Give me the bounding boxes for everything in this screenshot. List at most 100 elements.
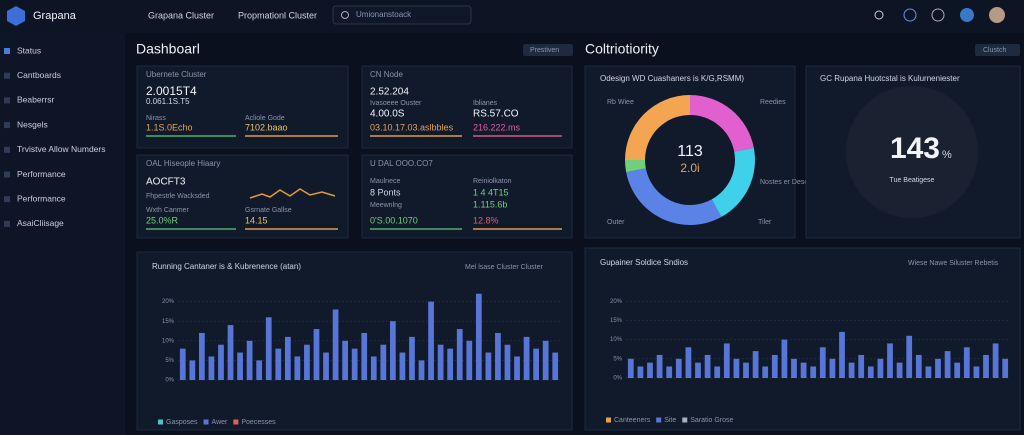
bar — [409, 336, 415, 380]
icon[interactable] — [960, 8, 974, 22]
stat-panel — [361, 65, 573, 149]
legend-swatch — [203, 419, 209, 425]
legend-swatch — [606, 417, 611, 423]
nav-icon — [4, 146, 10, 153]
legend-title: Wiese Nawe Siluster Rebetis — [908, 260, 999, 267]
bar — [752, 351, 759, 378]
bar — [983, 354, 989, 378]
bar — [466, 340, 473, 380]
panel-title: GC Rupana Huotcstal is Kulurneniester — [820, 74, 960, 83]
bar — [189, 360, 196, 380]
avatar[interactable] — [989, 7, 1005, 23]
bar — [829, 358, 836, 378]
button[interactable] — [523, 44, 573, 56]
nav-item[interactable]: Performance — [17, 193, 66, 203]
panel-title: Running Cantaner is & Kubrenence (atan) — [152, 262, 301, 271]
y-tick-label: 10% — [610, 337, 623, 343]
value: RS.57.CO — [473, 109, 519, 120]
y-tick-label: 5% — [613, 356, 622, 362]
nav-icon — [4, 196, 10, 203]
panel-title: Ubernete Cluster — [146, 70, 207, 79]
donut-segment — [690, 95, 754, 152]
gauge-unit: % — [942, 149, 952, 161]
bar — [627, 358, 634, 378]
nav-item[interactable]: Nesgels — [17, 119, 48, 129]
tab[interactable]: Grapana Cluster — [148, 10, 214, 20]
nav-item[interactable]: AsaiCliisage — [17, 218, 64, 228]
bar — [370, 356, 377, 380]
nav-item[interactable]: Trvistve Allow Numders — [17, 144, 105, 154]
bar — [351, 348, 358, 380]
button[interactable] — [975, 44, 1020, 56]
button-label: Clustch — [983, 47, 1006, 54]
label: Iblianes — [473, 100, 498, 107]
stat-panel — [361, 154, 573, 239]
tab[interactable]: Propmationl Cluster — [238, 10, 317, 20]
bar — [179, 348, 186, 380]
panel-title: Gupainer Soldice Sndios — [600, 258, 688, 267]
bar — [313, 329, 320, 380]
y-tick-label: 0% — [613, 376, 622, 382]
bar — [685, 347, 692, 378]
bar — [552, 352, 559, 380]
bar — [992, 343, 999, 378]
donut-segment — [626, 168, 722, 226]
nav-item[interactable]: Status — [17, 45, 41, 55]
bar — [973, 366, 980, 378]
bar — [304, 344, 310, 380]
nav-item[interactable]: Beaberrsr — [17, 95, 54, 105]
bar — [208, 356, 215, 380]
legend-title: Mel lsase Cluster Cluster — [465, 264, 543, 271]
bar — [800, 362, 807, 378]
primary-value: 2.52.204 — [370, 87, 409, 98]
bar — [475, 293, 482, 380]
bar — [428, 301, 434, 380]
bar — [199, 332, 205, 380]
gauge-circle — [846, 86, 978, 218]
bar — [714, 366, 721, 378]
label: Maulnece — [370, 178, 400, 185]
icon[interactable] — [903, 8, 917, 22]
bar — [771, 354, 778, 378]
label: Nirass — [146, 115, 166, 122]
bar — [896, 362, 903, 378]
icon[interactable] — [931, 8, 945, 22]
bar — [915, 354, 922, 378]
bar — [390, 321, 396, 380]
panel-title: U DAL OOO.CO7 — [370, 159, 433, 168]
primary-value: AOCFT3 — [146, 177, 186, 188]
label: Wxth Canmer — [146, 207, 189, 214]
dashboard-title: Dashboarl — [136, 41, 200, 57]
legend-swatch — [158, 419, 163, 425]
label: Meewnlng — [370, 202, 402, 209]
bar — [361, 332, 368, 380]
nav-item[interactable]: Cantboards — [17, 70, 61, 80]
legend-label: Poecesses — [241, 419, 276, 426]
value: 8 Ponts — [370, 187, 401, 197]
y-tick-label: 5% — [165, 358, 174, 364]
bar — [218, 344, 224, 380]
search-icon — [341, 11, 349, 19]
donut-segment — [625, 160, 646, 173]
donut-segment — [625, 95, 690, 160]
search-box[interactable] — [332, 5, 472, 25]
legend-label: Gasposes — [166, 419, 198, 426]
bar — [637, 366, 644, 378]
bar — [762, 366, 769, 378]
donut-label: Reedies — [760, 99, 786, 106]
gauge-sub: Tue Beatigese — [890, 177, 935, 184]
nav-icon — [4, 72, 10, 79]
panel-title: CN Node — [370, 70, 403, 79]
nav-item[interactable]: Performance — [17, 169, 66, 179]
bar — [418, 360, 425, 380]
bar — [523, 336, 530, 380]
sidebar — [0, 33, 125, 435]
label: Fhpestrle Wacksded — [146, 193, 210, 200]
label: Acliole Gode — [245, 115, 285, 122]
icon[interactable] — [874, 10, 884, 20]
label: Reiniolkaton — [473, 178, 512, 185]
value: 12.8% — [473, 215, 499, 225]
nav-icon — [4, 122, 10, 129]
button-label: Prestiven — [530, 47, 559, 54]
donut-label: Tiler — [758, 219, 772, 226]
